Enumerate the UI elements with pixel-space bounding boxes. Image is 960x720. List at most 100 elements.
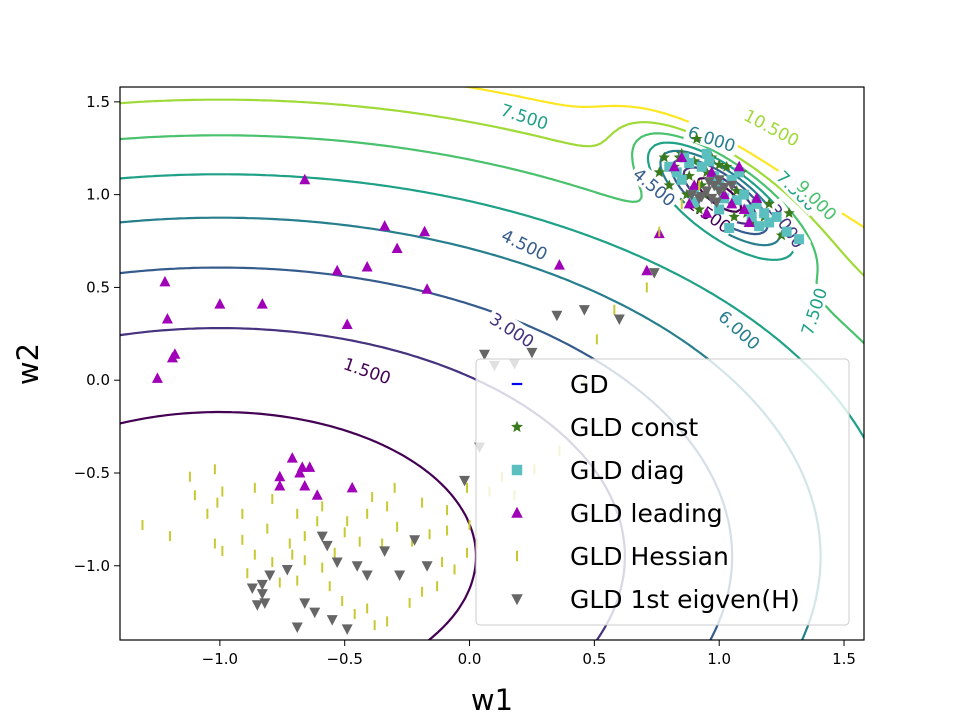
point-gld-leading xyxy=(668,160,680,172)
point-gld-1st-eigven-h xyxy=(331,557,343,569)
point-gld-1st-eigven-h xyxy=(361,570,373,582)
point-gld-1st-eigven-h xyxy=(526,347,538,359)
point-gld-leading xyxy=(391,242,403,253)
point-gld-1st-eigven-h xyxy=(379,546,391,557)
legend-marker-gld-leading xyxy=(511,506,523,518)
point-gld-const xyxy=(730,184,743,196)
point-gld-leading xyxy=(341,318,353,330)
legend-label-gld-1st-eigven-h: GLD 1st eigven(H) xyxy=(570,585,800,614)
point-gld-1st-eigven-h xyxy=(256,579,268,591)
legend: GD GLD const GLD diag GLD leading GLD Hessia… xyxy=(475,358,850,626)
x-tick-label: −0.5 xyxy=(326,650,362,668)
point-gld-const xyxy=(663,179,675,191)
point-gld-leading xyxy=(311,489,323,500)
point-gld-leading xyxy=(553,259,565,270)
point-gld-1st-eigven-h xyxy=(701,186,713,197)
point-gld-const xyxy=(728,210,740,222)
plot-frame xyxy=(119,86,865,641)
point-gld-leading xyxy=(214,298,226,309)
point-gld-diag xyxy=(689,197,700,208)
point-gld-leading xyxy=(299,479,311,491)
point-gld-leading xyxy=(304,461,316,472)
point-gld-diag xyxy=(704,156,715,167)
contour-line xyxy=(120,98,864,278)
point-gld-leading xyxy=(256,298,268,309)
point-gld-1st-eigven-h xyxy=(686,190,698,201)
point-gld-diag xyxy=(746,211,757,222)
point-gld-diag xyxy=(664,161,675,172)
y-tick-label: −0.5 xyxy=(74,464,110,482)
point-gld-1st-eigven-h xyxy=(613,314,625,325)
contour-label-background xyxy=(713,303,767,355)
point-gld-leading xyxy=(421,283,433,294)
point-gld-leading xyxy=(419,225,431,237)
point-gld-leading xyxy=(688,179,700,190)
x-tick-label: 1.0 xyxy=(707,650,731,668)
point-gld-1st-eigven-h xyxy=(321,540,333,552)
point-gld-1st-eigven-h xyxy=(718,182,730,194)
point-gld-leading xyxy=(701,207,713,218)
y-tick-label: 0.5 xyxy=(86,278,110,296)
point-gld-diag xyxy=(696,161,707,172)
point-gld-leading xyxy=(743,216,755,227)
point-gld-leading xyxy=(331,264,343,276)
point-gld-1st-eigven-h xyxy=(713,186,725,197)
contour-label-background xyxy=(496,223,554,265)
x-tick-label: 0.5 xyxy=(582,650,606,668)
point-gld-diag xyxy=(771,211,782,222)
point-gld-1st-eigven-h xyxy=(459,475,471,487)
point-gld-leading xyxy=(676,151,688,163)
point-gld-leading xyxy=(738,203,750,214)
point-gld-1st-eigven-h xyxy=(708,180,720,192)
contour-label-background xyxy=(739,103,805,151)
point-gld-diag xyxy=(751,198,762,209)
contour-label-background xyxy=(791,173,844,226)
x-tick-label: 1.5 xyxy=(832,650,856,668)
point-gld-1st-eigven-h xyxy=(409,535,421,546)
y-tick-label: 1.5 xyxy=(86,93,110,111)
point-gld-const xyxy=(681,188,693,200)
point-gld-const xyxy=(713,158,725,170)
point-gld-leading xyxy=(274,479,286,491)
contour-label-background xyxy=(627,161,683,212)
point-gld-1st-eigven-h xyxy=(479,349,491,361)
point-gld-leading xyxy=(294,466,306,478)
y-axis-label: w2 xyxy=(11,343,45,385)
point-gld-const xyxy=(658,151,670,163)
series-gld-leading xyxy=(151,151,763,500)
point-gld-const xyxy=(693,203,705,215)
point-gld-1st-eigven-h xyxy=(251,600,263,611)
point-gld-leading xyxy=(726,197,738,209)
point-gld-const xyxy=(691,132,703,144)
legend-box xyxy=(475,358,850,626)
y-tick-label: −1.0 xyxy=(74,557,110,575)
point-gld-diag xyxy=(754,221,765,232)
point-gld-diag xyxy=(724,223,735,234)
point-gld-diag xyxy=(764,217,775,228)
series-gld-1st-eigven-h xyxy=(246,175,738,635)
legend-label-gd: GD xyxy=(570,370,609,399)
point-gld-diag xyxy=(759,208,770,219)
point-gld-1st-eigven-h xyxy=(351,561,363,572)
point-gld-1st-eigven-h xyxy=(421,561,433,572)
point-gld-leading xyxy=(274,470,286,482)
point-gld-1st-eigven-h xyxy=(341,624,353,635)
point-gld-diag xyxy=(676,174,687,185)
point-gld-1st-eigven-h xyxy=(246,583,258,595)
point-gld-1st-eigven-h xyxy=(264,570,276,582)
point-gld-leading xyxy=(641,264,653,276)
point-gld-diag xyxy=(781,226,792,237)
legend-label-gld-hessian: GLD Hessian xyxy=(570,542,729,571)
point-gld-leading xyxy=(346,481,358,493)
point-gld-1st-eigven-h xyxy=(299,598,311,609)
point-gld-diag xyxy=(794,234,805,245)
point-gld-1st-eigven-h xyxy=(281,564,293,576)
point-gld-leading xyxy=(706,166,718,177)
contour-label-background xyxy=(484,306,541,353)
y-axis-ticks: −1.0 −0.5 0.0 0.5 1.0 1.5 xyxy=(74,93,120,575)
point-gld-1st-eigven-h xyxy=(726,180,738,192)
point-gld-1st-eigven-h xyxy=(309,607,321,619)
point-gld-leading xyxy=(733,160,745,172)
legend-marker-gld-1st-eigven-h xyxy=(511,594,523,606)
